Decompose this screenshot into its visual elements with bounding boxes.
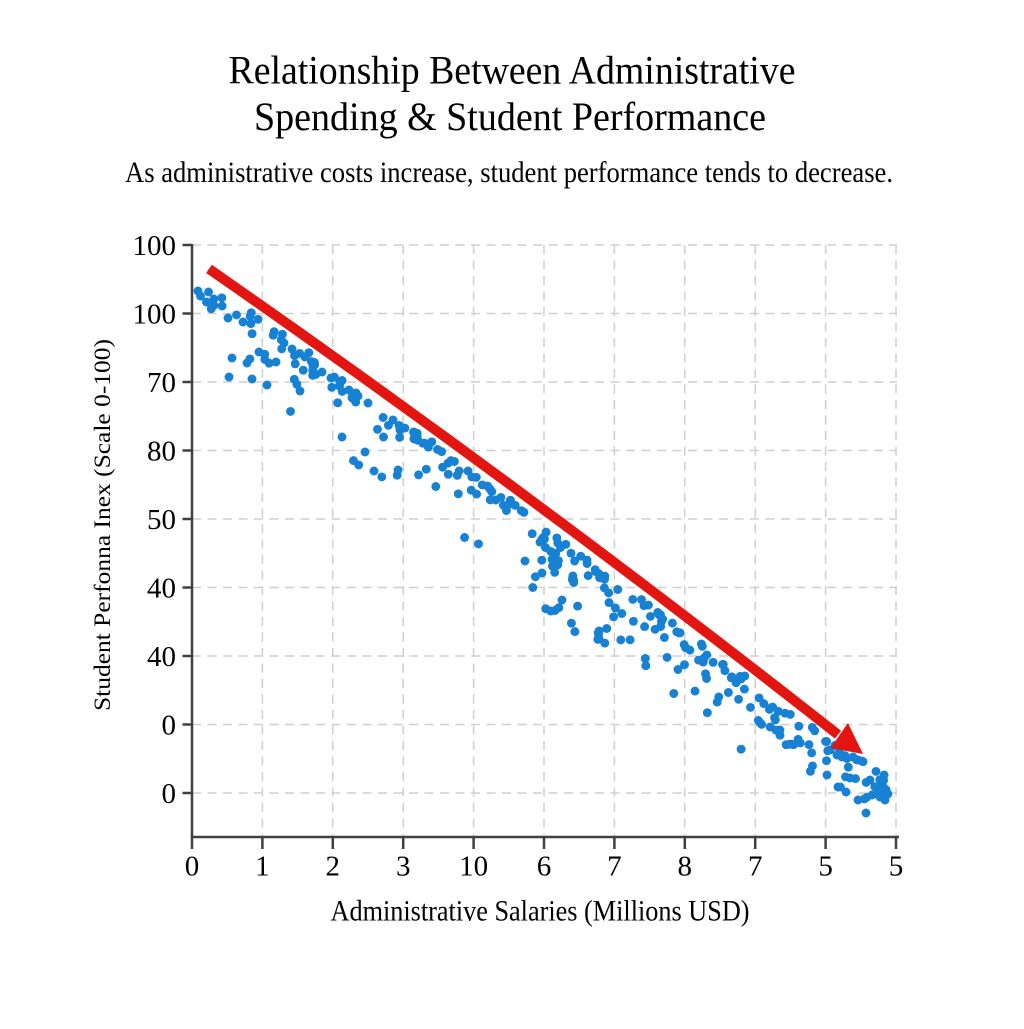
svg-text:3: 3 [396,850,411,882]
svg-text:7: 7 [748,850,763,882]
svg-text:Student Perfonna Inex (Scale 0: Student Perfonna Inex (Scale 0-100) [90,339,116,711]
svg-text:Administrative Salaries (Milli: Administrative Salaries (Millions USD) [331,896,750,928]
svg-text:7: 7 [607,850,622,882]
svg-text:2: 2 [326,850,341,882]
svg-text:100: 100 [133,298,177,330]
svg-text:40: 40 [147,641,176,673]
svg-text:Relationship Between Administr: Relationship Between Administrative [229,48,796,93]
svg-text:5: 5 [889,850,904,882]
svg-text:0: 0 [162,778,177,810]
svg-text:80: 80 [147,435,176,467]
svg-text:6: 6 [537,850,552,882]
svg-text:5: 5 [818,850,833,882]
svg-text:Spending & Student Performance: Spending & Student Performance [254,94,766,139]
svg-text:1: 1 [255,850,270,882]
svg-text:0: 0 [185,850,200,882]
svg-text:0: 0 [162,709,177,741]
svg-text:As administrative costs increa: As administrative costs increase, studen… [125,156,893,189]
svg-text:10: 10 [459,850,488,882]
svg-text:50: 50 [147,504,176,536]
svg-text:100: 100 [133,230,177,262]
svg-text:40: 40 [147,572,176,604]
svg-text:70: 70 [147,367,176,399]
svg-text:8: 8 [678,850,693,882]
